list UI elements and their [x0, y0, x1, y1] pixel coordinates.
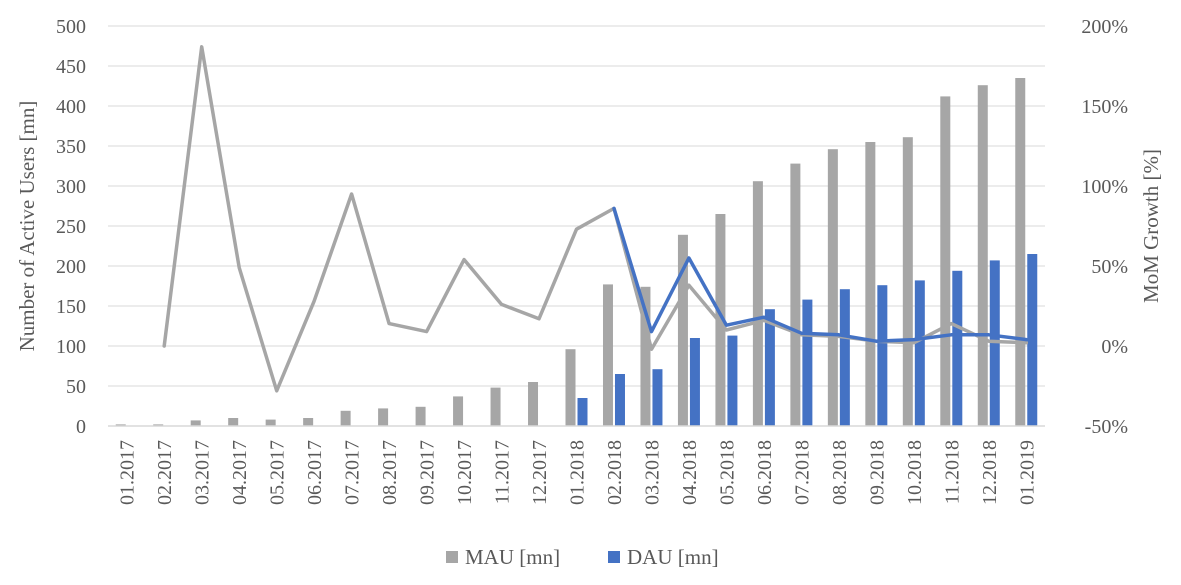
growth-lines	[162, 45, 1029, 393]
dau-bar	[689, 338, 700, 426]
y-right-tick-label: 150%	[1081, 96, 1128, 118]
y-right-tick-label: 50%	[1091, 256, 1128, 278]
dau-bar	[1027, 254, 1038, 426]
x-tick-label: 11.2018	[941, 440, 963, 504]
x-tick-label: 02.2017	[154, 440, 176, 505]
dau-bar	[764, 309, 775, 426]
y-left-tick-label: 450	[56, 56, 86, 78]
x-tick-label: 08.2018	[829, 440, 851, 505]
bars	[115, 78, 1038, 427]
mau-bar	[153, 424, 164, 426]
x-tick-label: 07.2018	[791, 440, 813, 505]
dau-growth-line	[612, 206, 1029, 343]
y-right-tick-label: 0%	[1101, 336, 1128, 358]
dau-bar	[802, 299, 813, 426]
dau-bar	[877, 285, 888, 426]
mau-bar	[865, 142, 876, 426]
x-tick-label: 06.2017	[304, 440, 326, 505]
mau-bar	[602, 284, 613, 426]
mau-bar	[715, 214, 726, 426]
dau-bar	[839, 289, 850, 426]
mau-bar	[677, 234, 688, 426]
x-tick-label: 01.2018	[567, 440, 589, 505]
mau-bar	[565, 349, 576, 426]
y-left-axis-title: Number of Active Users [mn]	[15, 101, 39, 352]
mau-bar	[940, 96, 951, 427]
mau-bar	[790, 163, 801, 426]
x-tick-labels: 01.2017 02.2017 03.2017 04.2017 05.2017 06.20…	[117, 440, 1039, 505]
y-left-tick-label: 50	[66, 376, 86, 398]
x-tick-label: 09.2018	[866, 440, 888, 505]
dau-bar	[614, 374, 625, 426]
y-right-tick-label: -50%	[1085, 416, 1128, 438]
x-tick-label: 02.2018	[604, 440, 626, 505]
x-tick-label: 09.2017	[417, 440, 439, 505]
x-tick-label: 08.2017	[379, 440, 401, 505]
x-tick-label: 10.2017	[454, 440, 476, 505]
mau-bar	[340, 410, 351, 426]
y-left-tick-label: 400	[56, 96, 86, 118]
mau-bar	[303, 418, 314, 426]
mau-bar	[190, 420, 201, 426]
y-left-tick-label: 500	[56, 16, 86, 38]
x-tick-label: 01.2017	[117, 440, 139, 505]
x-tick-label: 05.2018	[716, 440, 738, 505]
x-tick-label: 10.2018	[904, 440, 926, 505]
dau-bar	[727, 335, 738, 426]
x-tick-label: 04.2018	[679, 440, 701, 505]
dau-bar	[652, 369, 663, 426]
mau-bar	[977, 85, 988, 426]
y-left-tick-label: 300	[56, 176, 86, 198]
y-left-tick-label: 350	[56, 136, 86, 158]
mau-bar	[415, 406, 426, 426]
x-tick-label: 03.2017	[192, 440, 214, 505]
legend: MAU [mn] DAU [mn]	[446, 545, 719, 569]
x-tick-label: 06.2018	[754, 440, 776, 505]
x-tick-label: 04.2017	[229, 440, 251, 505]
mau-bar	[378, 408, 389, 426]
dau-bar	[914, 280, 925, 426]
legend-swatch-mau	[446, 551, 458, 563]
x-tick-label: 12.2017	[529, 440, 551, 505]
x-tick-label: 03.2018	[641, 440, 663, 505]
y-left-tick-label: 0	[76, 416, 86, 438]
legend-label-mau: MAU [mn]	[465, 545, 560, 569]
legend-label-dau: DAU [mn]	[627, 545, 719, 569]
y-left-tick-label: 150	[56, 296, 86, 318]
x-tick-label: 07.2017	[342, 440, 364, 505]
mau-bar	[453, 396, 464, 426]
mau-bar	[490, 387, 501, 426]
y-left-tick-label: 200	[56, 256, 86, 278]
y-left-tick-labels: 0 50 100 150 200 250 300 350 400 450 500	[56, 16, 86, 438]
mau-bar	[528, 382, 539, 426]
y-left-tick-label: 250	[56, 216, 86, 238]
mau-bar	[228, 418, 239, 426]
mau-bar	[752, 181, 763, 426]
mau-bar	[827, 149, 838, 426]
y-right-axis-title: MoM Growth [%]	[1139, 149, 1163, 303]
x-tick-label: 11.2017	[492, 440, 514, 504]
dau-bar	[577, 398, 588, 426]
x-tick-label: 01.2019	[1016, 440, 1038, 505]
y-left-tick-label: 100	[56, 336, 86, 358]
y-right-tick-label: 100%	[1081, 176, 1128, 198]
y-right-tick-labels: -50% 0% 50% 100% 150% 200%	[1081, 16, 1128, 438]
x-tick-label: 12.2018	[979, 440, 1001, 505]
legend-swatch-dau	[608, 551, 620, 563]
mau-bar	[1015, 78, 1026, 426]
mau-bar	[115, 424, 126, 426]
mau-bar	[265, 419, 276, 426]
y-right-tick-label: 200%	[1081, 16, 1128, 38]
x-tick-label: 05.2017	[267, 440, 289, 505]
dau-bar	[952, 270, 963, 426]
mau-bar	[640, 286, 651, 426]
mau-bar	[902, 137, 913, 426]
